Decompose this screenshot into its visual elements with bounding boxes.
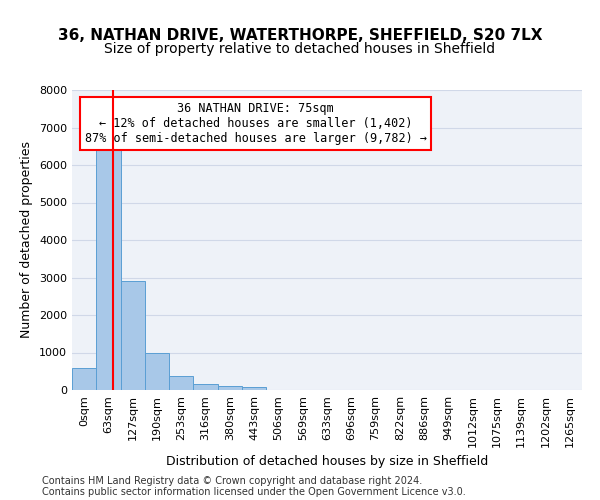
- Text: Contains HM Land Registry data © Crown copyright and database right 2024.: Contains HM Land Registry data © Crown c…: [42, 476, 422, 486]
- X-axis label: Distribution of detached houses by size in Sheffield: Distribution of detached houses by size …: [166, 455, 488, 468]
- Bar: [169, 376, 193, 390]
- Bar: [72, 368, 96, 390]
- Text: Contains public sector information licensed under the Open Government Licence v3: Contains public sector information licen…: [42, 487, 466, 497]
- Bar: [96, 150, 121, 390]
- Bar: [218, 386, 242, 390]
- Bar: [242, 387, 266, 390]
- Text: 36 NATHAN DRIVE: 75sqm
← 12% of detached houses are smaller (1,402)
87% of semi-: 36 NATHAN DRIVE: 75sqm ← 12% of detached…: [85, 102, 427, 145]
- Bar: [145, 352, 169, 390]
- Y-axis label: Number of detached properties: Number of detached properties: [20, 142, 34, 338]
- Bar: [121, 281, 145, 390]
- Text: Size of property relative to detached houses in Sheffield: Size of property relative to detached ho…: [104, 42, 496, 56]
- Bar: [193, 384, 218, 390]
- Text: 36, NATHAN DRIVE, WATERTHORPE, SHEFFIELD, S20 7LX: 36, NATHAN DRIVE, WATERTHORPE, SHEFFIELD…: [58, 28, 542, 42]
